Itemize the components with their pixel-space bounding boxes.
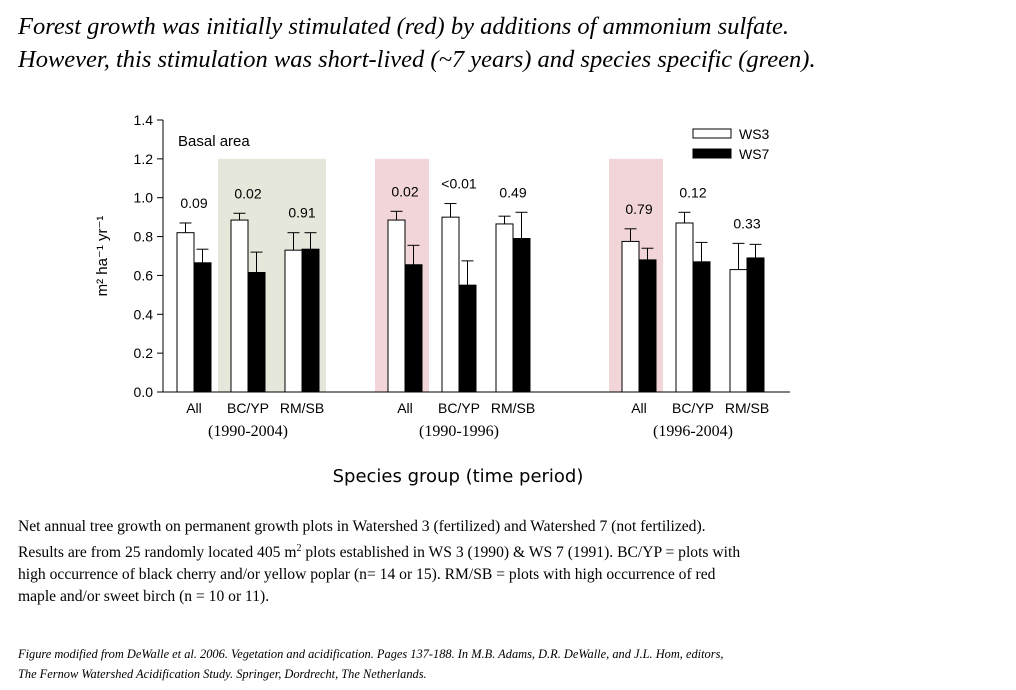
- basal-area-bar-chart: 0.0 0.2 0.4 0.6 0.8 1.0 1.2 1.4 m² ha⁻¹ yr⁻¹ 0.0…: [94, 112, 790, 487]
- category-label: All: [397, 400, 413, 416]
- category-label: All: [631, 400, 647, 416]
- p-value-label: 0.02: [234, 185, 261, 201]
- p-value-label: 0.91: [288, 205, 315, 221]
- bar-ws3: [729, 269, 748, 393]
- bar-ws7: [404, 264, 423, 393]
- y-tick-label: 1.2: [134, 151, 154, 167]
- bar-ws7: [247, 272, 266, 393]
- category-label: RM/SB: [725, 400, 769, 416]
- headline-line-2: However, this stimulation was short-live…: [18, 46, 816, 73]
- p-value-label: 0.79: [625, 201, 652, 217]
- source-line-2: The Fernow Watershed Acidification Study…: [18, 667, 427, 681]
- category-label: RM/SB: [280, 400, 324, 416]
- caption-line-2b: plots established in WS 3 (1990) & WS 7 …: [301, 544, 741, 562]
- legend-swatch-ws3: [692, 128, 732, 139]
- bar-ws7: [692, 261, 711, 393]
- p-value-label: 0.12: [679, 184, 706, 200]
- chart-labels: 0.09 All 0.02 BC/YP 0.91 RM/SB (1990-2004) 0.02…: [178, 133, 769, 487]
- p-value-label: 0.33: [733, 215, 760, 231]
- caption-superscript: 2: [296, 543, 302, 554]
- bar-ws7: [746, 257, 765, 393]
- bar-ws3: [441, 216, 460, 393]
- y-tick-label: 0.2: [134, 345, 154, 361]
- p-value-label: 0.49: [499, 184, 526, 200]
- caption-line-1: Net annual tree growth on permanent grow…: [18, 518, 706, 535]
- bar-ws3: [675, 222, 694, 393]
- source-citation: Figure modified from DeWalle et al. 2006…: [18, 644, 1003, 684]
- bar-ws7: [512, 238, 531, 393]
- period-label: (1990-1996): [419, 423, 499, 440]
- category-label: BC/YP: [227, 400, 269, 416]
- category-label: BC/YP: [438, 400, 480, 416]
- y-tick-label: 0.4: [134, 306, 154, 322]
- bar-ws3: [621, 240, 640, 393]
- bar-ws7: [638, 259, 657, 393]
- figure-caption: Net annual tree growth on permanent grow…: [18, 516, 1003, 608]
- bar-ws3: [284, 249, 303, 393]
- axes: 0.0 0.2 0.4 0.6 0.8 1.0 1.2 1.4 m² ha⁻¹ yr⁻¹: [94, 112, 790, 400]
- bar-ws3: [495, 223, 514, 393]
- source-line-1: Figure modified from DeWalle et al. 2006…: [18, 647, 724, 661]
- headline: Forest growth was initially stimulated (…: [18, 10, 1008, 76]
- p-value-label: 0.09: [180, 195, 207, 211]
- y-tick-label: 0.0: [134, 384, 154, 400]
- y-tick-label: 0.6: [134, 267, 154, 283]
- period-label: (1996-2004): [653, 423, 733, 440]
- y-tick-label: 0.8: [134, 229, 154, 245]
- y-axis-label: m² ha⁻¹ yr⁻¹: [94, 216, 111, 297]
- legend-label-ws7: WS7: [739, 146, 770, 162]
- bar-ws3: [230, 219, 249, 393]
- bar-ws3: [387, 219, 406, 393]
- bar-ws7: [458, 284, 477, 393]
- p-value-label: <0.01: [441, 176, 477, 192]
- period-label: (1990-2004): [208, 423, 288, 440]
- headline-line-1: Forest growth was initially stimulated (…: [18, 13, 790, 40]
- category-label: BC/YP: [672, 400, 714, 416]
- bars: [176, 203, 765, 393]
- caption-line-4: maple and/or sweet birch (n = 10 or 11).: [18, 588, 270, 606]
- category-label: All: [186, 400, 202, 416]
- category-label: RM/SB: [491, 400, 535, 416]
- caption-line-2: Results are from 25 randomly located 405…: [18, 538, 1003, 564]
- x-axis-title: Species group (time period): [333, 466, 584, 487]
- panel-label: Basal area: [178, 133, 250, 150]
- p-value-label: 0.02: [391, 183, 418, 199]
- caption-line-2a: Results are from 25 randomly located 405…: [18, 544, 297, 562]
- bar-ws3: [176, 232, 195, 393]
- caption-line-3: high occurrence of black cherry and/or y…: [18, 566, 716, 584]
- legend-swatch-ws7: [692, 148, 732, 159]
- y-tick-label: 1.0: [134, 190, 154, 206]
- bar-ws7: [301, 248, 320, 393]
- bar-ws7: [193, 262, 212, 393]
- y-tick-label: 1.4: [134, 112, 154, 128]
- legend-label-ws3: WS3: [739, 126, 770, 142]
